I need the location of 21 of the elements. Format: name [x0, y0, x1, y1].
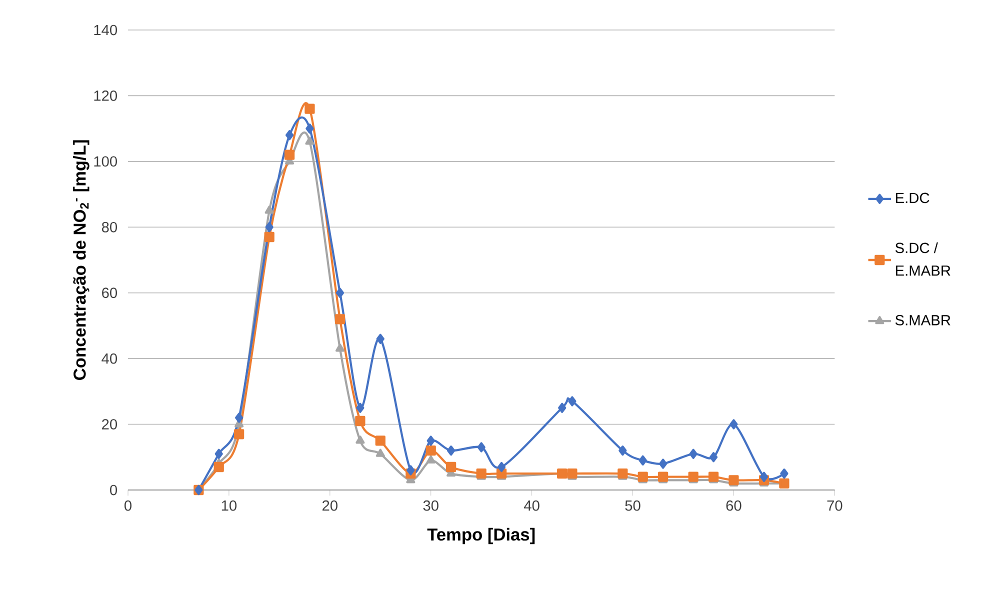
y-tick-label: 20 [102, 419, 118, 430]
y-tick-label: 80 [102, 222, 118, 232]
y-tick-label: 100 [94, 156, 118, 167]
y-tick-label: 0 [110, 484, 118, 496]
y-tick-label: 120 [94, 90, 118, 101]
y-tick-label: 140 [94, 24, 118, 36]
x-tick-label: 50 [625, 500, 640, 511]
x-tick-label: 40 [524, 500, 540, 511]
y-tick-label: 40 [102, 353, 118, 364]
x-tick-label: 60 [726, 500, 742, 511]
x-tick-label: 70 [827, 500, 842, 511]
x-axis-title: Tempo [Dias] [427, 528, 535, 544]
legend-label: S.MABR [895, 314, 950, 326]
x-tick-label: 10 [222, 500, 237, 511]
y-tick-label: 60 [102, 288, 118, 298]
legend-label: E.DC [896, 192, 930, 204]
legend-label: S.DC / E.MABR [895, 242, 950, 276]
y-axis-title: Concentração de NO$_{2}$$^{-}$ [mg/L] [73, 140, 90, 380]
x-tick-label: 0 [124, 500, 132, 511]
x-tick-label: 30 [423, 500, 438, 511]
x-tick-label: 20 [322, 500, 338, 511]
